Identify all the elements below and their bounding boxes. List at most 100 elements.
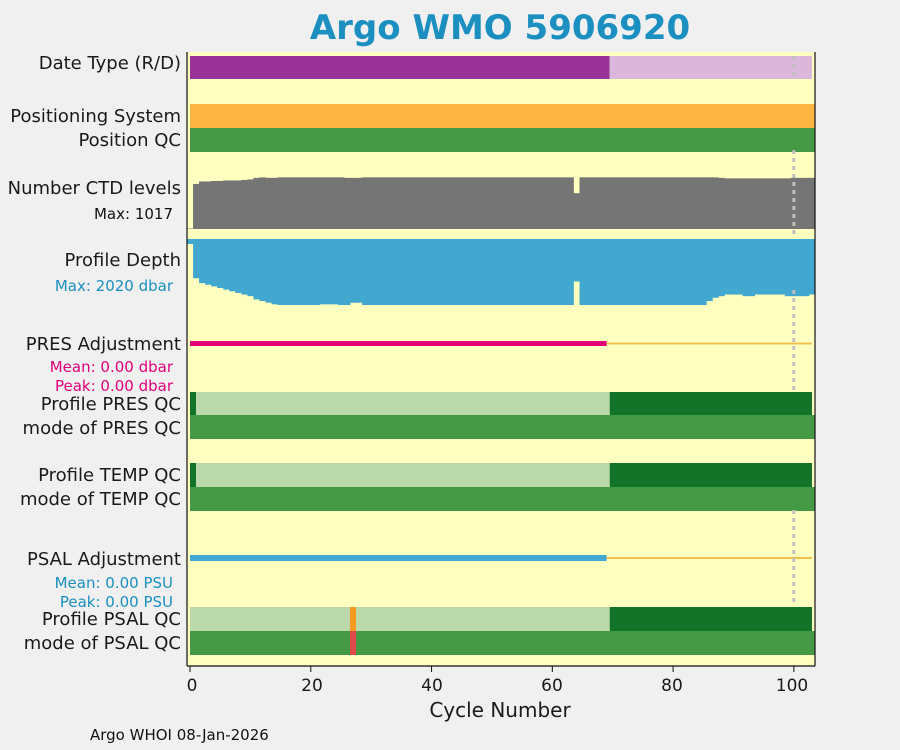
row-label-ctd-levels: Number CTD levels — [7, 178, 181, 199]
profile-depth-bar — [597, 239, 605, 305]
profile-psal-qc-light-bar — [190, 607, 610, 631]
ctd-level-bar — [772, 178, 780, 229]
profile-depth-bar — [325, 239, 333, 305]
pres-mean-label: Mean: 0.00 dbar — [49, 358, 173, 376]
ctd-level-bar — [718, 177, 725, 229]
profile-depth-bar — [434, 239, 442, 305]
profile-psal-qc-dark-bar — [609, 607, 812, 631]
profile-depth-bar — [603, 239, 611, 305]
profile-depth-bar — [585, 239, 592, 305]
ctd-level-bar — [217, 180, 224, 229]
profile-depth-bar — [187, 239, 194, 244]
ctd-level-bar — [639, 177, 647, 229]
profile-depth-bar — [549, 239, 556, 305]
profile-depth-bar — [253, 239, 260, 300]
profile-pres-qc-first-cycle — [190, 392, 196, 415]
ctd-level-bar — [235, 180, 242, 229]
profile-depth-bar — [458, 239, 466, 305]
profile-depth-bar — [374, 239, 381, 305]
profile-depth-bar — [579, 239, 586, 305]
ctd-level-bar — [440, 177, 448, 229]
profile-depth-bar — [501, 239, 508, 305]
profile-depth-bar — [307, 239, 315, 305]
profile-depth-bar — [380, 239, 387, 305]
profile-depth-bar — [235, 239, 242, 293]
ctd-level-bar — [742, 178, 749, 229]
mode-psal-qc-bar — [190, 631, 815, 655]
row-label-profile-depth: Profile Depth — [64, 250, 181, 271]
row-label-mode-psal-qc: mode of PSAL QC — [23, 633, 181, 654]
ctd-level-bar — [730, 178, 737, 229]
ctd-level-bar — [428, 177, 435, 229]
profile-depth-bar — [670, 239, 677, 305]
profile-psal-qc-flag — [350, 607, 357, 631]
date-type-realtime-bar — [190, 56, 610, 79]
profile-depth-bar — [428, 239, 435, 305]
ctd-level-bar — [350, 177, 357, 229]
psal-adjustment-line — [190, 555, 607, 561]
ctd-level-bar — [247, 179, 254, 229]
profile-depth-bar — [241, 239, 248, 295]
ctd-level-bar — [778, 178, 786, 229]
mode-pres-qc-bar — [190, 415, 815, 439]
profile-depth-bar — [621, 239, 629, 305]
ctd-level-bar — [482, 177, 490, 229]
profile-depth-bar — [289, 239, 297, 305]
row-label-date-type: Date Type (R/D) — [38, 53, 181, 74]
profile-depth-bar — [742, 239, 749, 297]
ctd-level-bar — [374, 177, 381, 229]
profile-temp-qc-first-cycle — [190, 463, 196, 487]
profile-depth-bar — [808, 239, 816, 295]
profile-depth-bar — [344, 239, 351, 305]
profile-depth-bar — [748, 239, 756, 297]
profile-depth-bar — [772, 239, 780, 295]
profile-depth-bar — [633, 239, 641, 305]
ctd-level-bar — [760, 178, 768, 229]
ctd-level-bar — [501, 177, 508, 229]
ctd-level-bar — [416, 177, 423, 229]
profile-depth-bar — [543, 239, 550, 305]
profile-depth-bar — [760, 239, 768, 295]
profile-depth-bar — [494, 239, 502, 305]
ctd-level-bar — [633, 177, 641, 229]
ctd-level-bar — [766, 178, 774, 229]
pres-peak-label: Peak: 0.00 dbar — [54, 377, 173, 395]
profile-depth-bar — [561, 239, 568, 305]
profile-depth-bar — [410, 239, 417, 305]
psal-peak-label: Peak: 0.00 PSU — [59, 593, 173, 611]
profile-depth-bar — [223, 239, 230, 290]
profile-depth-bar — [422, 239, 429, 305]
profile-depth-bar — [464, 239, 472, 305]
ctd-level-bar — [808, 177, 816, 229]
profile-depth-bar — [784, 239, 792, 297]
ctd-level-bar — [380, 177, 387, 229]
ctd-level-bar — [313, 177, 321, 229]
ctd-level-bar — [199, 181, 206, 229]
x-tick-label: 80 — [661, 676, 683, 696]
profile-depth-bar — [404, 239, 411, 305]
mode-temp-qc-bar — [190, 487, 815, 511]
ctd-level-bar — [325, 177, 333, 229]
ctd-level-bar — [470, 177, 478, 229]
ctd-level-bar — [307, 177, 315, 229]
row-label-profile-temp-qc: Profile TEMP QC — [38, 465, 181, 486]
ctd-level-bar — [627, 177, 635, 229]
ctd-level-bar — [356, 177, 363, 229]
profile-depth-bar — [609, 239, 617, 305]
ctd-level-bar — [344, 177, 351, 229]
ctd-level-bar — [748, 178, 756, 229]
profile-depth-bar — [217, 239, 224, 289]
ctd-level-bar — [187, 228, 194, 229]
ctd-level-bar — [676, 177, 683, 229]
profile-depth-bar — [398, 239, 405, 305]
profile-depth-bar — [645, 239, 653, 305]
ctd-level-bar — [241, 179, 248, 229]
ctd-level-bar — [494, 177, 502, 229]
ctd-level-bar — [706, 177, 713, 229]
profile-depth-bar — [205, 239, 212, 285]
ctd-level-bar — [253, 177, 260, 229]
ctd-level-bar — [579, 177, 586, 229]
profile-depth-bar — [573, 239, 580, 282]
ctd-level-bar — [585, 177, 592, 229]
ctd-level-bar — [549, 177, 556, 229]
